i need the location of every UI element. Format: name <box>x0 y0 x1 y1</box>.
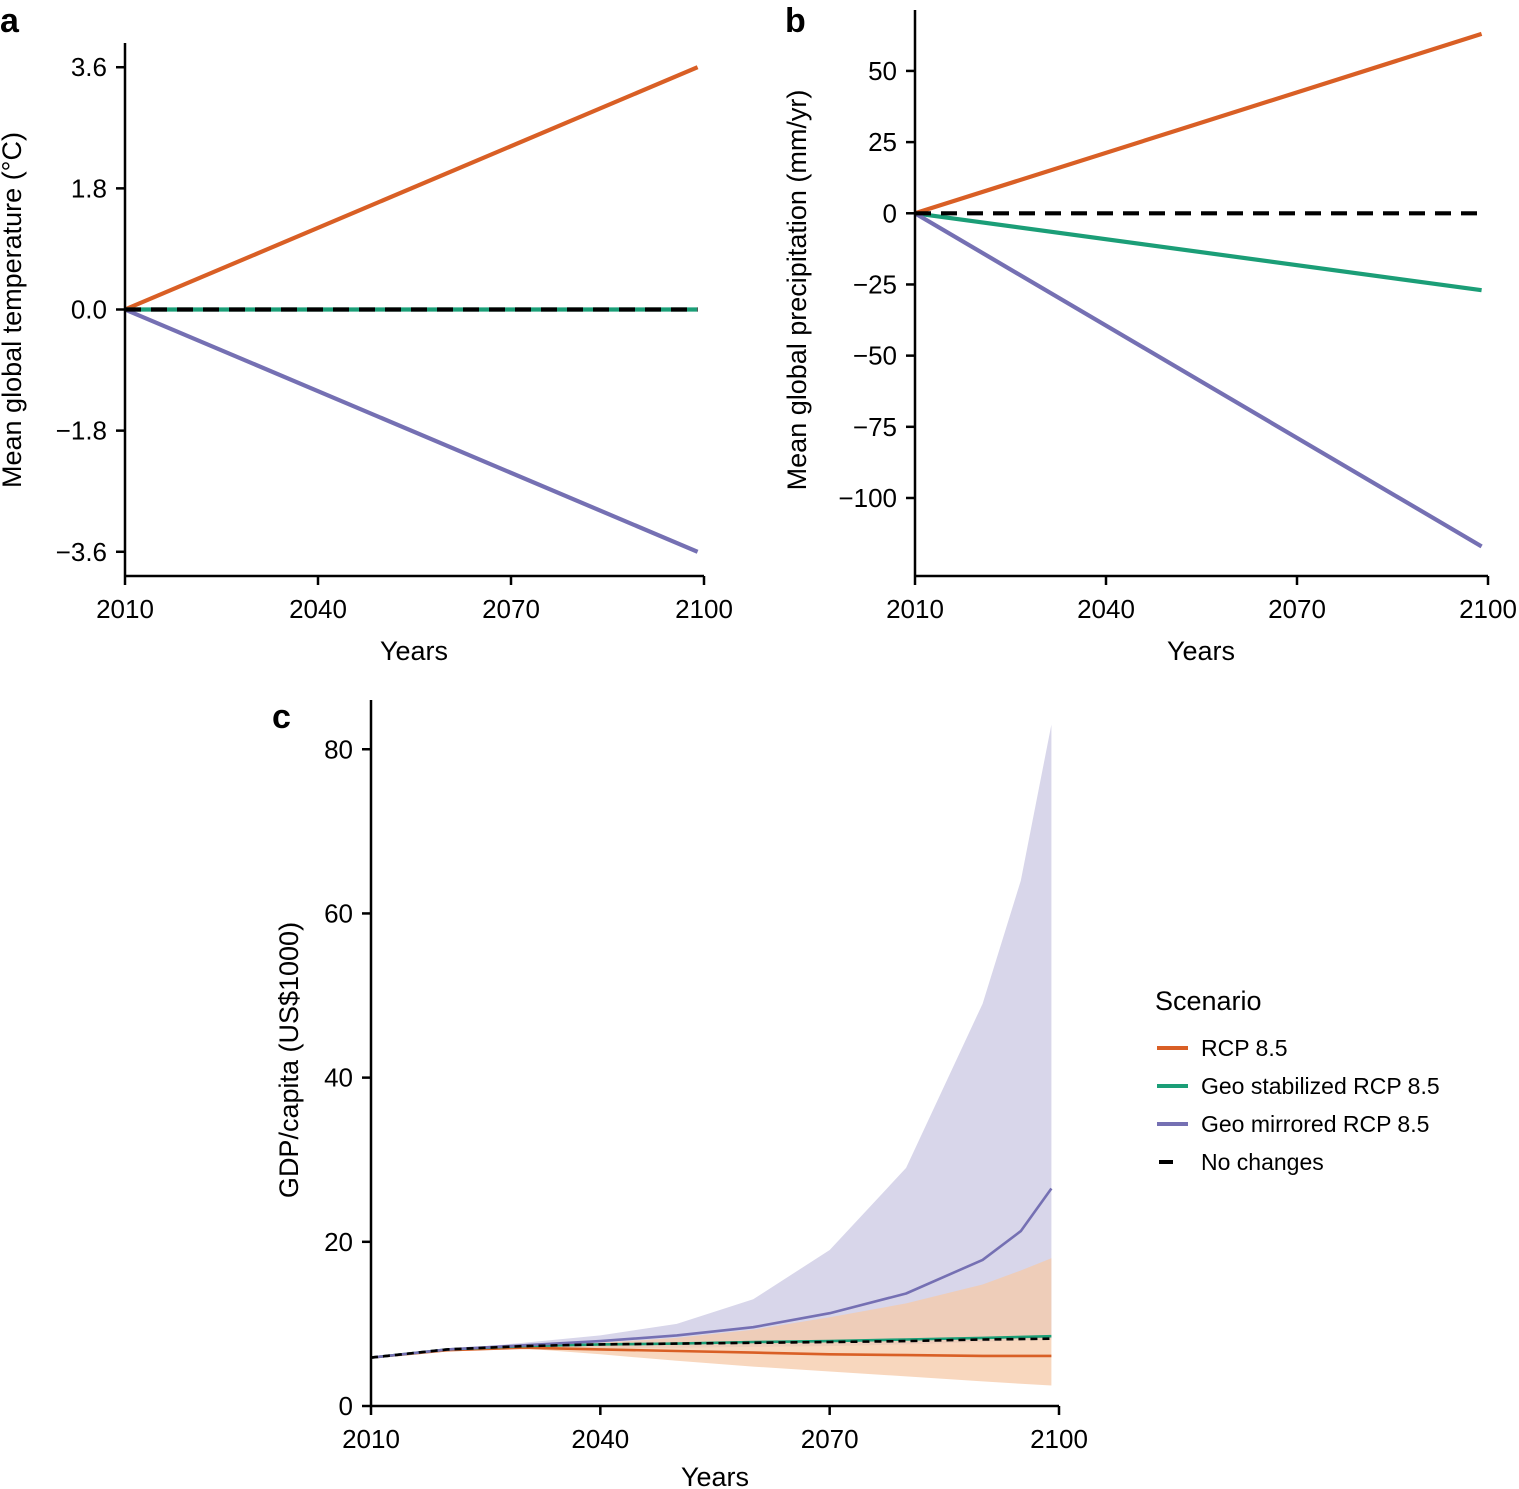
panel-b-x-tick-label: 2010 <box>886 594 944 624</box>
panel-b-x-tick-label: 2100 <box>1459 594 1517 624</box>
panel-c-x-tick-label: 2040 <box>571 1424 629 1454</box>
panel-a-y-tick-label: 1.8 <box>71 173 107 203</box>
panel-a-x-tick-label: 2070 <box>482 594 540 624</box>
panel-b-y-tick-label: 0 <box>883 198 897 228</box>
panel-b-precipitation-chart: b 2010 2040 2070 2100 50 25 0 −25 −50 −75 −100 Yea… <box>782 2 1517 666</box>
panel-c-band-mirrored-band <box>371 724 1052 1358</box>
legend-title: Scenario <box>1155 986 1262 1016</box>
panel-a-temperature-chart: a 2010 2040 2070 2100 3.6 1.8 0.0 −1.8 −3.6 Year… <box>0 2 733 666</box>
legend-label-geo-mirrored: Geo mirrored RCP 8.5 <box>1201 1111 1429 1137</box>
panel-c-y-axis-label: GDP/capita (US$1000) <box>274 922 304 1198</box>
panel-a-series-geo-mirrored <box>124 307 699 554</box>
panel-a-y-tick-label: 0.0 <box>71 295 107 325</box>
panel-b-x-tick-label: 2040 <box>1077 594 1135 624</box>
panel-b-y-tick-label: −25 <box>853 269 897 299</box>
panel-a-x-tick-label: 2010 <box>96 594 154 624</box>
panel-c-letter: c <box>272 698 291 736</box>
legend-label-no-changes: No changes <box>1201 1149 1324 1175</box>
panel-a-x-tick-label: 2040 <box>289 594 347 624</box>
panel-b-y-tick-label: 50 <box>868 56 897 86</box>
panel-c-gdp-chart: c 2010 2040 2070 2100 80 60 40 20 0 Years GDP/ca… <box>272 698 1088 1489</box>
panel-b-x-tick-label: 2070 <box>1268 594 1326 624</box>
legend-label-rcp: RCP 8.5 <box>1201 1035 1288 1061</box>
panel-b-x-axis-label: Years <box>1167 636 1235 666</box>
panel-b-series-geo-mirrored <box>913 211 1483 549</box>
panel-c-y-tick-label: 80 <box>324 734 353 764</box>
panel-a-y-tick-label: 3.6 <box>71 52 107 82</box>
panel-c-x-tick-label: 2010 <box>342 1424 400 1454</box>
panel-c-y-tick-label: 0 <box>339 1391 353 1421</box>
panel-a-letter: a <box>0 2 20 40</box>
panel-c-series-geo-mirrored <box>370 1187 1053 1359</box>
panel-b-y-tick-label: −75 <box>853 412 897 442</box>
panel-b-y-tick-label: −100 <box>838 483 897 513</box>
legend: Scenario RCP 8.5 Geo stabilized RCP 8.5 Ge… <box>1155 986 1440 1175</box>
panel-c-x-tick-label: 2100 <box>1030 1424 1088 1454</box>
panel-a-y-tick-label: −1.8 <box>56 416 107 446</box>
panel-a-y-tick-label: −3.6 <box>56 537 107 567</box>
panel-c-y-tick-label: 60 <box>324 898 353 928</box>
panel-b-y-axis-label: Mean global precipitation (mm/yr) <box>782 90 812 491</box>
legend-label-geo-stabilized: Geo stabilized RCP 8.5 <box>1201 1073 1440 1099</box>
panel-a-x-tick-label: 2100 <box>675 594 733 624</box>
panel-a-y-axis-label: Mean global temperature (°C) <box>0 132 27 488</box>
panel-b-letter: b <box>785 2 806 40</box>
panel-a-series-rcp <box>124 65 699 312</box>
panel-c-x-tick-label: 2070 <box>801 1424 859 1454</box>
panel-a-x-axis-label: Years <box>380 636 448 666</box>
panel-b-y-tick-label: −50 <box>853 341 897 371</box>
panel-c-y-tick-label: 40 <box>324 1063 353 1093</box>
panel-b-series-rcp <box>914 31 1483 216</box>
panel-b-y-tick-label: 25 <box>868 127 897 157</box>
panel-c-x-axis-label: Years <box>681 1462 749 1489</box>
panel-c-y-tick-label: 20 <box>324 1227 353 1257</box>
panel-b-series-geo-stabilized <box>914 211 1482 293</box>
